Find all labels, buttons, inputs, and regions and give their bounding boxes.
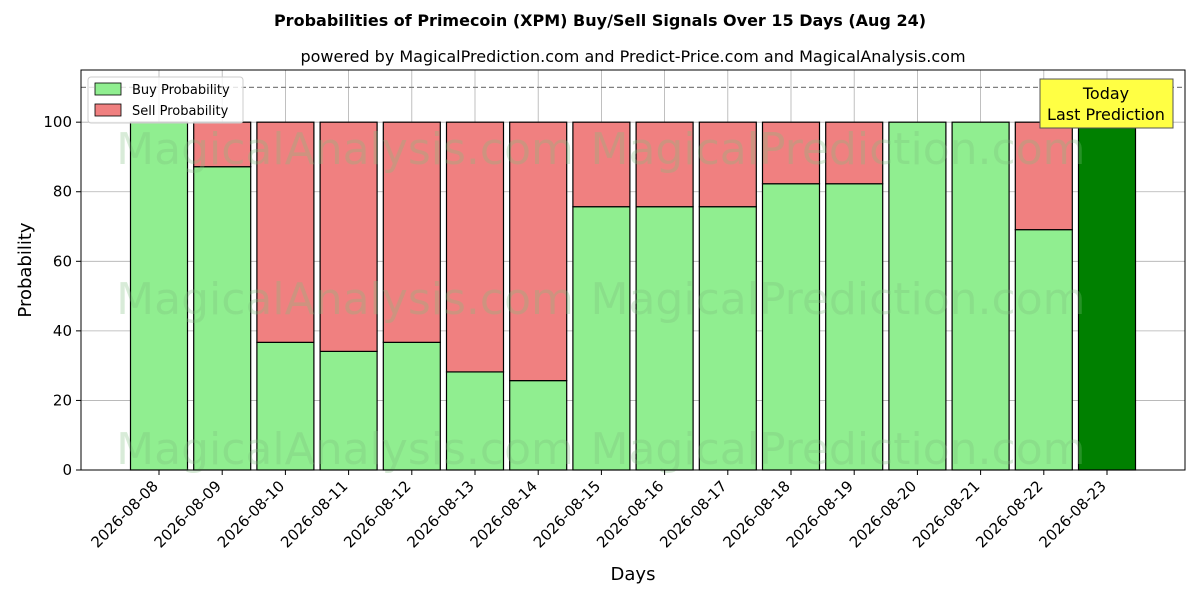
- plot-frame: [80, 69, 1186, 471]
- chart-subtitle: powered by MagicalPrediction.com and Pre…: [300, 47, 965, 66]
- bars: [129, 121, 1137, 471]
- legend-box: [87, 76, 244, 124]
- y-tick-label: 60: [53, 252, 72, 270]
- x-tick-label: 2026-08-21: [909, 477, 983, 551]
- x-tick-label: 2026-08-20: [846, 477, 920, 551]
- today-annotation: Today Last Prediction: [1039, 78, 1174, 129]
- x-tick-label: 2026-08-23: [1035, 477, 1109, 551]
- y-tick-label: 100: [43, 113, 72, 131]
- legend: Buy Probability Sell Probability: [87, 76, 244, 124]
- bar-buy: [1077, 121, 1137, 471]
- bar-sell: [256, 121, 315, 343]
- bar-sell: [572, 121, 631, 208]
- annotation-box: [1039, 78, 1174, 129]
- bar-buy: [256, 341, 315, 471]
- watermark-text: MagicalPrediction.com: [591, 424, 1086, 475]
- legend-swatch-sell: [94, 103, 122, 117]
- bar-buy: [825, 183, 884, 471]
- x-tick-label: 2026-08-09: [151, 477, 225, 551]
- watermark-text: MagicalAnalysis.com: [116, 274, 574, 325]
- bar-buy: [951, 121, 1010, 471]
- x-tick-label: 2026-08-16: [593, 477, 667, 551]
- watermarks: MagicalAnalysis.com MagicalPrediction.com…: [116, 124, 1085, 475]
- bar-sell: [761, 121, 821, 185]
- chart-title: Probabilities of Primecoin (XPM) Buy/Sel…: [274, 11, 926, 30]
- x-axis-label: Days: [611, 564, 656, 585]
- x-tick-label: 2026-08-18: [719, 477, 793, 551]
- x-tick-label: 2026-08-12: [340, 477, 414, 551]
- legend-label-buy: Buy Probability: [132, 83, 230, 98]
- bar-sell: [509, 121, 568, 382]
- y-tick-label: 0: [62, 461, 72, 479]
- bar-buy: [888, 121, 947, 471]
- y-axis-label: Probability: [15, 222, 36, 317]
- bar-buy: [635, 206, 694, 471]
- bar-sell: [319, 121, 378, 352]
- x-tick-label: 2026-08-14: [467, 477, 541, 551]
- y-tick-label: 40: [53, 322, 72, 340]
- x-tick-label: 2026-08-13: [403, 477, 477, 551]
- legend-label-sell: Sell Probability: [132, 104, 229, 119]
- watermark-text: MagicalPrediction.com: [591, 124, 1086, 175]
- bar-buy: [1014, 229, 1073, 471]
- watermark-text: MagicalAnalysis.com: [116, 124, 574, 175]
- x-tick-label: 2026-08-15: [530, 477, 604, 551]
- x-tick-label: 2026-08-08: [87, 477, 161, 551]
- annotation-line2: Last Prediction: [1047, 105, 1165, 124]
- bar-sell: [1014, 121, 1073, 231]
- bar-buy: [761, 183, 821, 471]
- bar-sell: [382, 121, 441, 343]
- bar-sell: [193, 121, 252, 168]
- bar-sell: [445, 121, 505, 373]
- y-axis: 0 20 40 60 80 100: [43, 113, 81, 479]
- bar-sell: [635, 121, 694, 208]
- watermark-text: MagicalAnalysis.com: [116, 424, 574, 475]
- x-tick-label: 2026-08-22: [972, 477, 1046, 551]
- legend-swatch-buy: [94, 82, 122, 96]
- annotation-line1: Today: [1082, 84, 1129, 103]
- watermark-text: MagicalPrediction.com: [591, 274, 1086, 325]
- y-tick-label: 20: [53, 391, 72, 409]
- x-axis: 2026-08-082026-08-092026-08-102026-08-11…: [87, 470, 1110, 551]
- x-tick-label: 2026-08-11: [277, 477, 351, 551]
- bar-buy: [572, 206, 631, 471]
- bar-sell: [825, 121, 884, 185]
- bar-buy: [382, 341, 441, 471]
- x-tick-label: 2026-08-17: [656, 477, 730, 551]
- y-tick-label: 80: [53, 183, 72, 201]
- bar-sell: [698, 121, 757, 208]
- x-tick-label: 2026-08-10: [214, 477, 288, 551]
- x-tick-label: 2026-08-19: [783, 477, 857, 551]
